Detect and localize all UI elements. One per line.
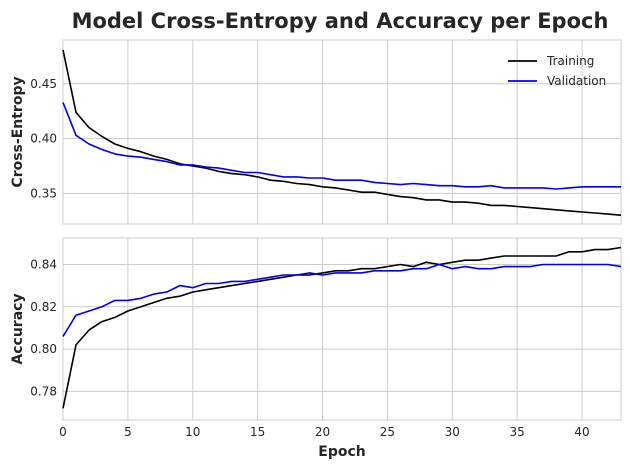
legend-label-training: Training: [546, 54, 594, 68]
accuracy-x-tick-label: 5: [124, 425, 132, 439]
accuracy-training-line: [62, 246, 622, 409]
accuracy-x-tick-label: 25: [380, 425, 395, 439]
cross-entropy-training-line: [62, 49, 622, 216]
accuracy-y-tick-label: 0.80: [30, 342, 57, 356]
accuracy-x-tick-label: 35: [510, 425, 525, 439]
chart-title: Model Cross-Entropy and Accuracy per Epo…: [72, 9, 609, 33]
chart-legend: Training Validation: [508, 54, 606, 88]
accuracy-panel: 0.78 0.80 0.82 0.84 0 5 10 15 20 25 30 35 40 Accuracy…: [10, 237, 622, 460]
accuracy-x-tick-label: 10: [185, 425, 200, 439]
legend-label-validation: Validation: [547, 74, 606, 88]
accuracy-x-tick-label: 40: [574, 425, 589, 439]
accuracy-x-tick-label: 15: [250, 425, 265, 439]
accuracy-validation-line: [62, 263, 622, 337]
accuracy-y-tick-label: 0.84: [30, 257, 57, 271]
cross-entropy-y-tick-label: 0.45: [30, 77, 57, 91]
accuracy-y-tick-label: 0.82: [30, 300, 57, 314]
x-axis-label: Epoch: [318, 444, 365, 460]
accuracy-x-tick-label: 30: [445, 425, 460, 439]
cross-entropy-panel: 0.35 0.40 0.45 Cross-Entropy: [10, 39, 622, 225]
accuracy-axes-frame: [62, 237, 622, 421]
cross-entropy-validation-line: [62, 102, 621, 190]
accuracy-y-axis-label: Accuracy: [10, 293, 26, 364]
cross-entropy-axes-frame: [62, 39, 622, 225]
accuracy-y-tick-label: 0.78: [30, 384, 57, 398]
cross-entropy-y-axis-label: Cross-Entropy: [10, 76, 26, 187]
cross-entropy-y-tick-label: 0.40: [30, 132, 57, 146]
cross-entropy-y-tick-label: 0.35: [30, 186, 57, 200]
accuracy-x-tick-label: 20: [315, 425, 330, 439]
accuracy-x-tick-label: 0: [59, 425, 67, 439]
